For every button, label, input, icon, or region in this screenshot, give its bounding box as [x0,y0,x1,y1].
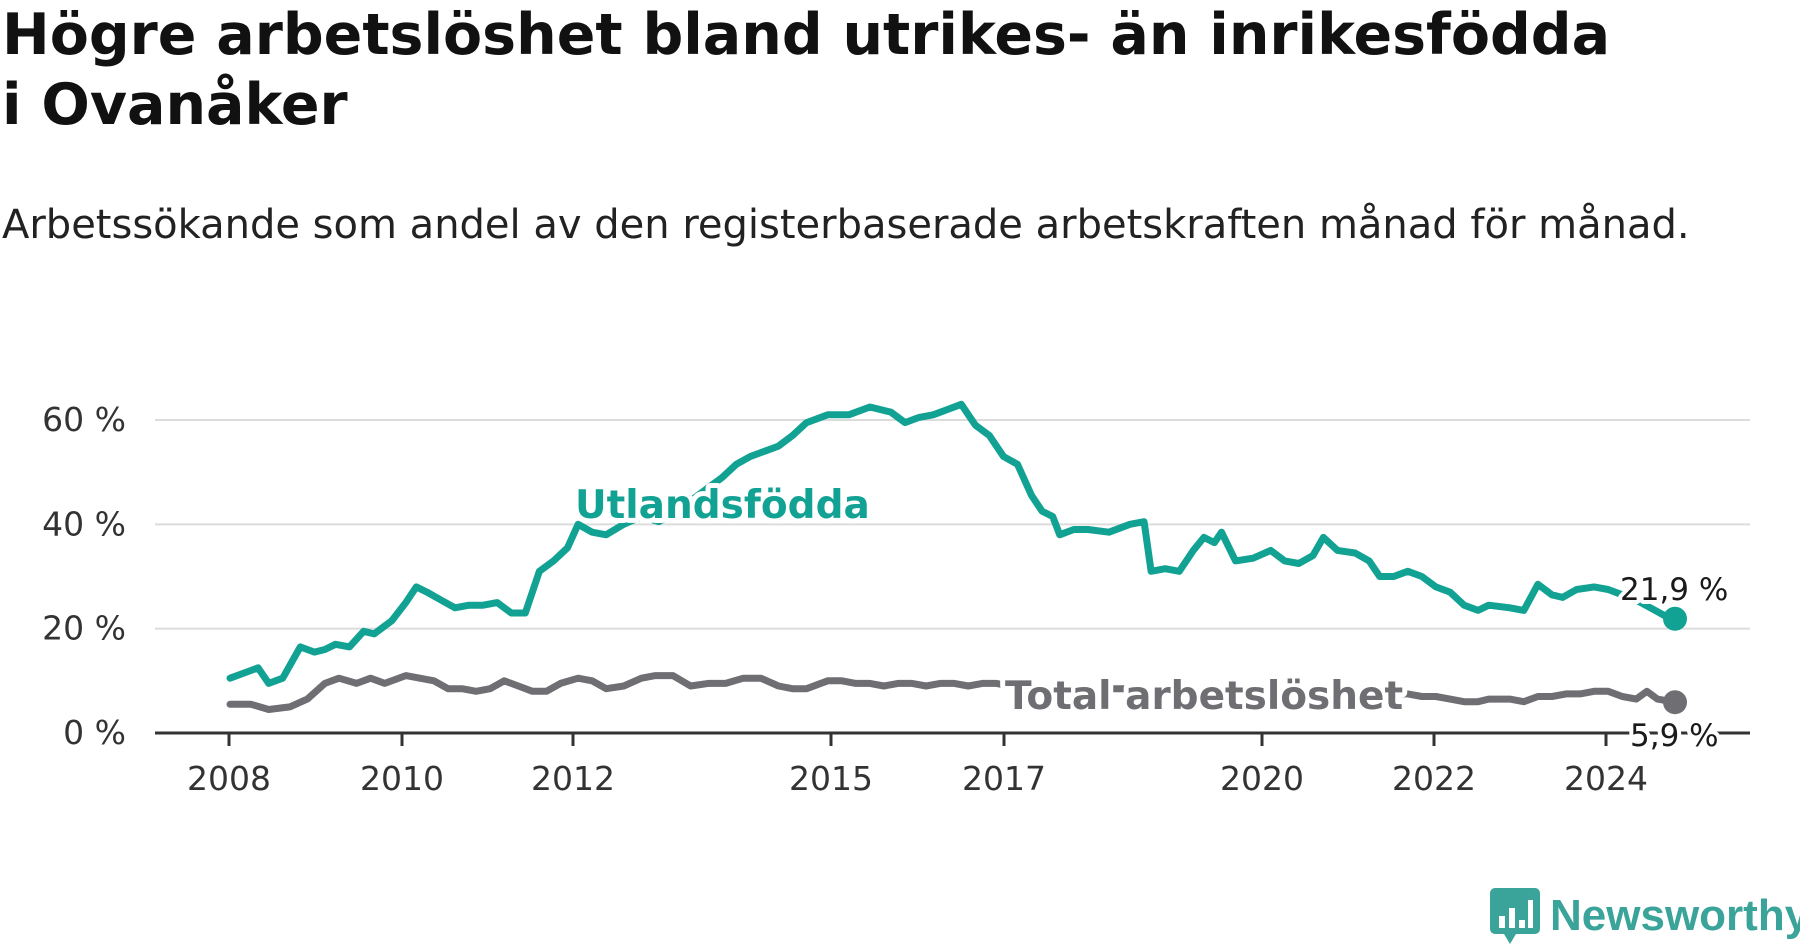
end-value-label: 21,9 % [1620,572,1728,608]
chart-title: Högre arbetslöshet bland utrikes- än inr… [2,2,1611,138]
axis-layer: 0 % 20 % 40 % 60 % 2008 2010 2012 2015 2017 2020 2… [42,400,1750,798]
newsworthy-logo-icon [1490,888,1540,944]
x-tick-label: 2015 [789,759,873,798]
series-line-utlandsfodda [226,400,1679,687]
x-tick-label: 2010 [360,759,444,798]
chart-subtitle: Arbetssökande som andel av den registerb… [2,202,1690,248]
series-label: Utlandsfödda [575,483,870,528]
y-tick-label: 20 % [42,609,126,648]
y-tick-label: 60 % [42,400,126,439]
label-layer: Utlandsfödda Total arbetslöshet 21,9 % 5,9 … [570,478,1732,758]
x-tick-label: 2022 [1392,759,1476,798]
newsworthy-logo: Newsworthy [1490,888,1800,944]
grid-layer [155,419,1750,630]
logo-text: Newsworthy [1550,891,1800,940]
y-tick-label: 0 % [63,713,126,752]
y-tick-label: 40 % [42,504,126,543]
x-tick-label: 2024 [1564,759,1648,798]
series-line-total [226,672,1679,713]
series-layer [226,400,1687,715]
x-tick-label: 2017 [962,759,1046,798]
x-tick-label: 2008 [187,759,271,798]
series-end-point [1663,690,1687,715]
series-label: Total arbetslöshet [1005,674,1403,719]
series-end-point [1663,606,1687,631]
x-tick-label: 2020 [1220,759,1304,798]
x-tick-label: 2012 [531,759,615,798]
end-value-label: 5,9 % [1630,718,1719,754]
